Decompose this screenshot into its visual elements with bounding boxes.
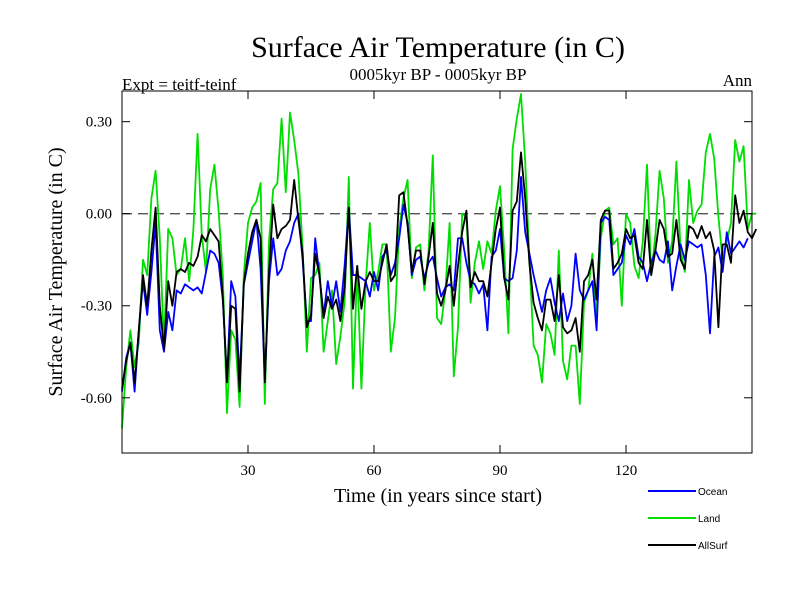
x-tick-label: 120 [615, 463, 638, 479]
series-line-allsurf [121, 151, 758, 393]
y-tick-label: -0.60 [81, 391, 112, 407]
x-tick-label: 30 [241, 463, 256, 479]
season-note: Ann [723, 71, 753, 90]
legend-label-land: Land [698, 514, 720, 525]
legend-label-allsurf: AllSurf [698, 541, 728, 552]
x-tick-label: 90 [493, 463, 508, 479]
y-tick-label: 0.30 [86, 115, 112, 131]
y-axis-label: Surface Air Temperature (in C) [45, 147, 67, 396]
x-tick-label: 60 [367, 463, 382, 479]
y-tick-label: -0.30 [81, 299, 112, 315]
plot-frame [121, 90, 753, 454]
plot-area: 30 60 90 120 0.30 0.00 -0.30 -0.60 [81, 90, 758, 479]
legend-label-ocean: Ocean [698, 487, 727, 498]
chart-subtitle: 0005kyr BP - 0005kyr BP [350, 65, 527, 84]
y-tick-label: 0.00 [86, 207, 112, 223]
ticks-layer: 30 60 90 120 0.30 0.00 -0.30 -0.60 [81, 91, 752, 479]
series-layer [121, 93, 758, 429]
chart-title: Surface Air Temperature (in C) [251, 31, 625, 64]
experiment-note: Expt = teitf-teinf [122, 75, 237, 94]
x-axis-label: Time (in years since start) [334, 485, 542, 507]
legend: Ocean Land AllSurf [648, 487, 728, 552]
